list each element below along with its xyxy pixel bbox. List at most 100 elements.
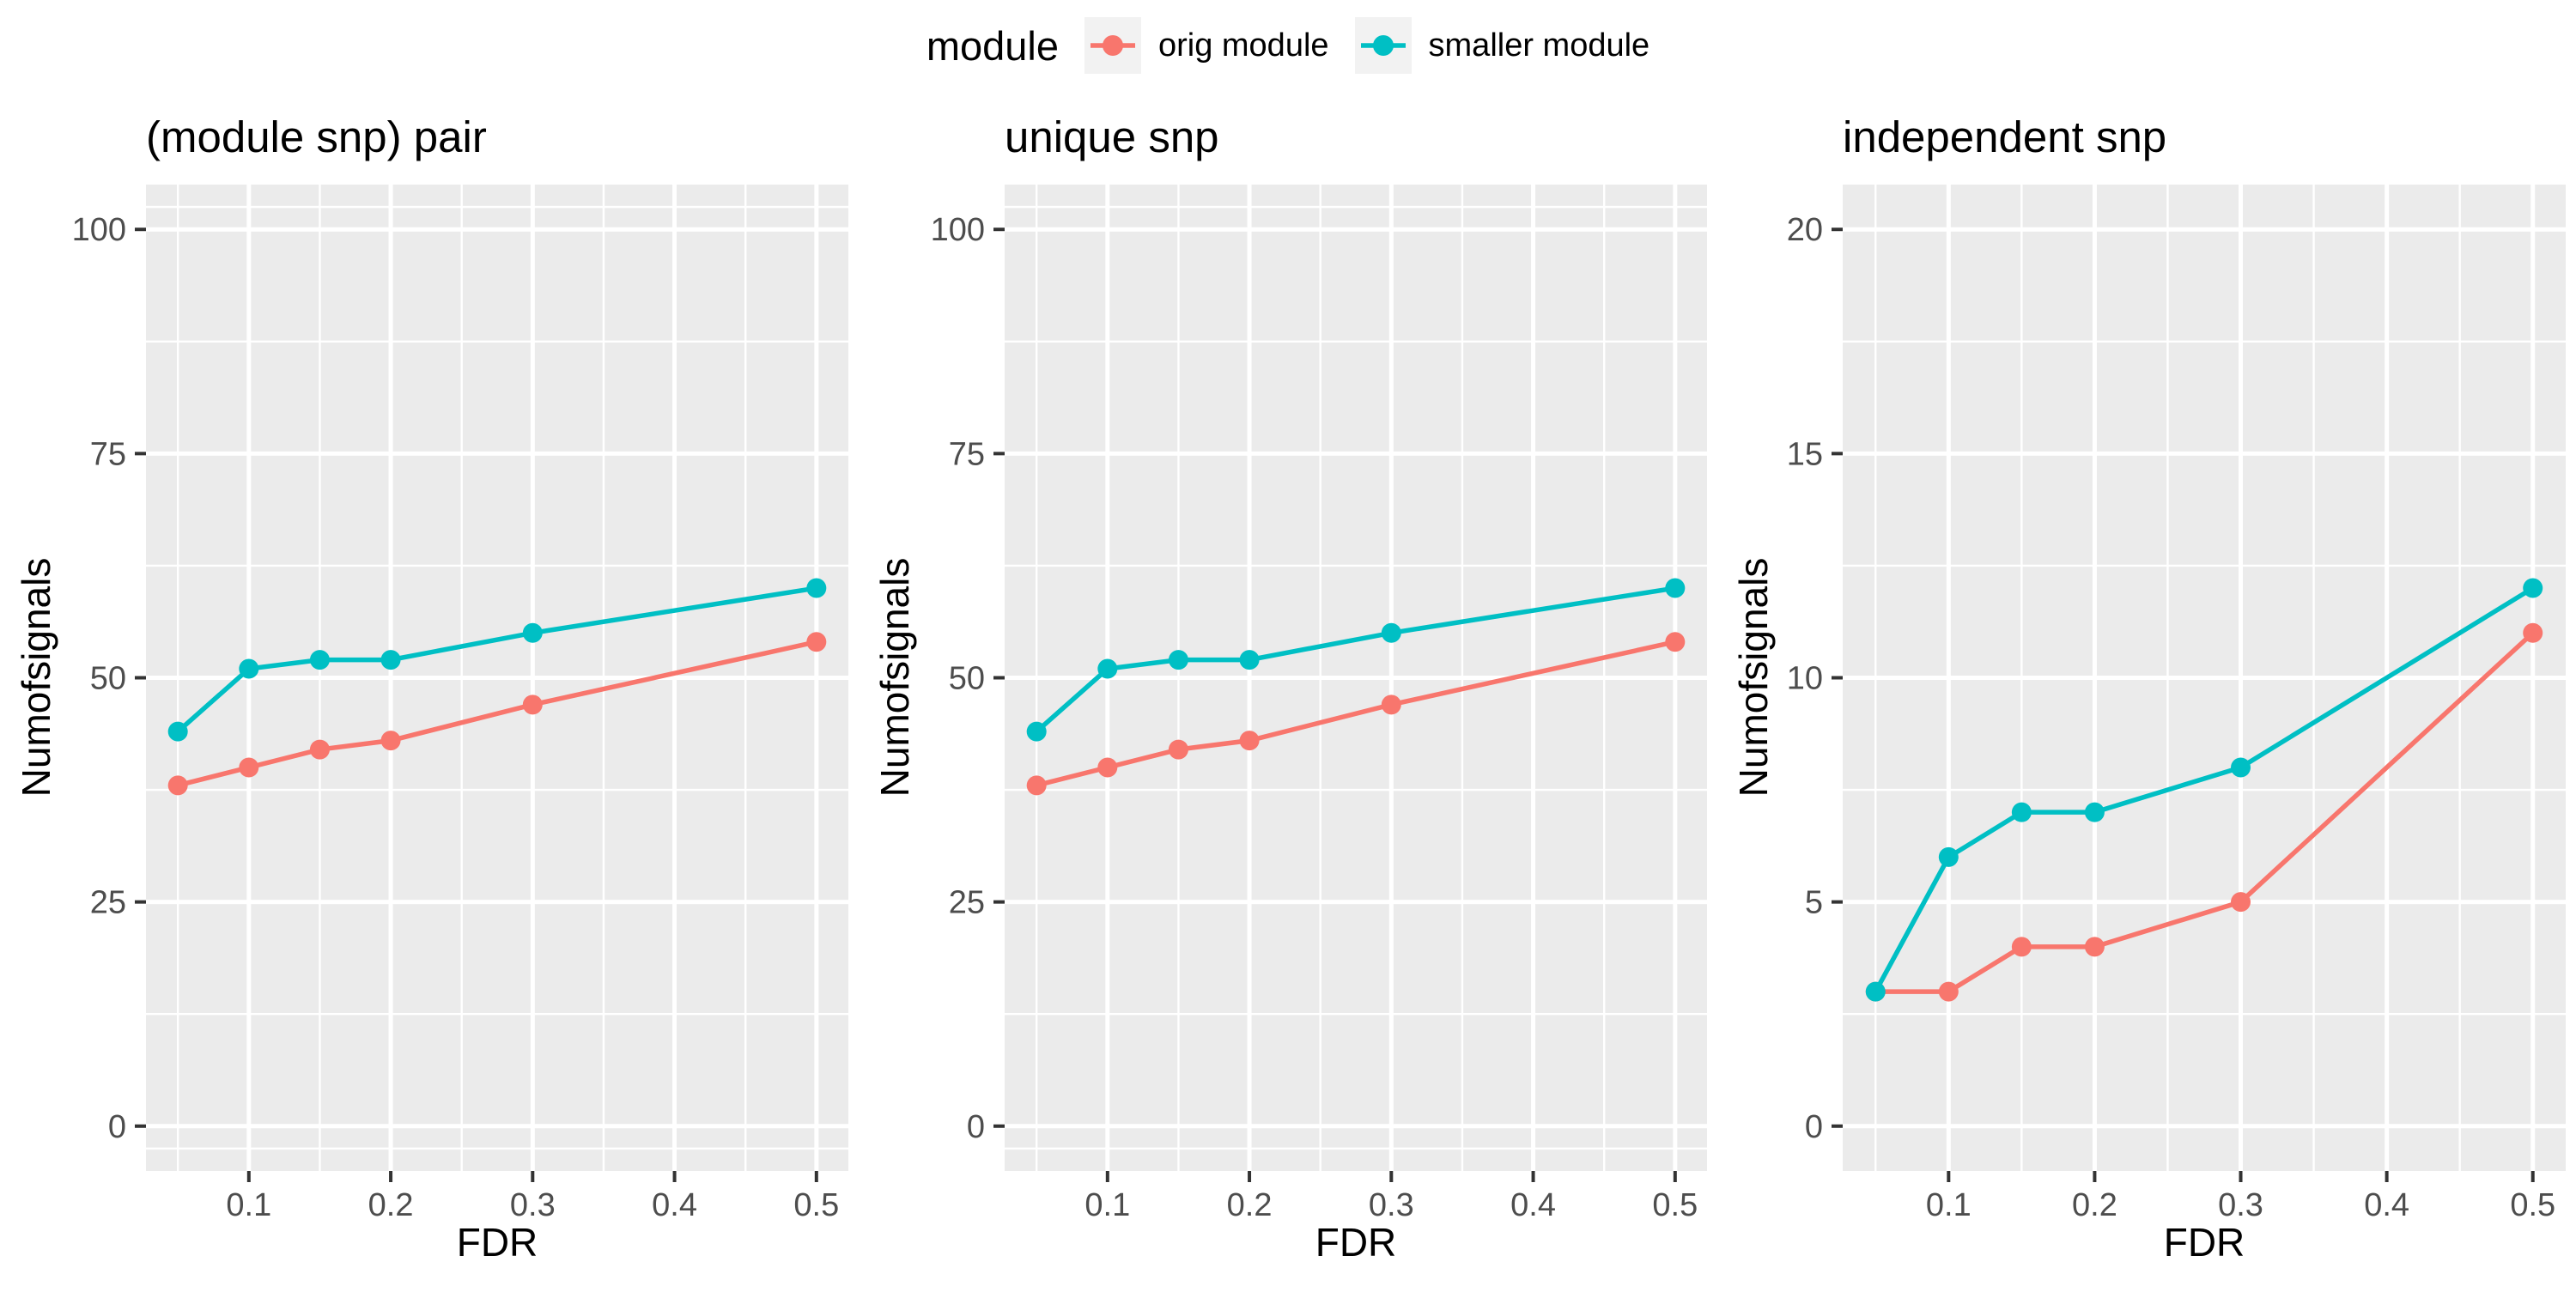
legend-title: module (926, 22, 1059, 69)
svg-text:0.3: 0.3 (510, 1187, 556, 1223)
data-point (806, 578, 827, 598)
data-point (380, 731, 401, 751)
svg-text:20: 20 (1787, 212, 1823, 248)
svg-text:0.5: 0.5 (1652, 1187, 1698, 1223)
data-point (1665, 632, 1686, 652)
data-point (2231, 892, 2251, 913)
svg-text:100: 100 (72, 212, 126, 248)
data-point (1381, 622, 1401, 643)
series-line (176, 585, 817, 734)
data-point (309, 650, 330, 670)
y-tick-labels: 0 5 10 15 20 (1787, 212, 1823, 1145)
facet-title: independent snp (1843, 112, 2167, 161)
svg-text:25: 25 (949, 885, 985, 921)
axis-tick-marks (135, 227, 818, 1182)
y-tick-labels: 0 25 50 75 100 (72, 212, 126, 1145)
legend-item-orig-module: orig module (1084, 17, 1329, 74)
data-point (1865, 981, 1886, 1002)
facet-plot-svg: 0.1 0.2 0.3 0.4 0.5 0 5 10 15 20 (1787, 185, 2566, 1223)
svg-text:100: 100 (931, 212, 985, 248)
svg-text:0.1: 0.1 (226, 1187, 271, 1223)
svg-text:10: 10 (1787, 661, 1823, 697)
plot-panel: 0.1 0.2 0.3 0.4 0.5 0 5 10 15 20 (1717, 0, 2576, 1292)
svg-text:50: 50 (90, 661, 126, 697)
data-point (2011, 802, 2032, 822)
data-point (1097, 658, 1118, 679)
series-orig-module (167, 632, 827, 796)
data-point (522, 622, 543, 643)
y-tick-labels: 0 25 50 75 100 (931, 212, 985, 1145)
facet-title: (module snp) pair (146, 112, 487, 161)
series-smaller-module (1026, 578, 1686, 742)
data-point (1381, 695, 1401, 715)
data-point (1938, 846, 1959, 867)
x-tick-labels: 0.1 0.2 0.3 0.4 0.5 (1084, 1187, 1698, 1223)
legend-label: orig module (1157, 27, 1329, 64)
svg-text:0: 0 (1805, 1109, 1823, 1145)
series-line (1035, 585, 1676, 734)
major-gridlines (1005, 185, 1707, 1171)
data-point (2523, 578, 2543, 598)
svg-text:0.1: 0.1 (1926, 1187, 1971, 1223)
legend-glyph (1360, 35, 1406, 56)
series-orig-module (1026, 632, 1686, 796)
line-point-key-icon (1084, 17, 1141, 74)
data-point (806, 632, 827, 652)
axis-tick-marks (1832, 227, 2535, 1182)
series-smaller-module (1865, 578, 2543, 1002)
facet-module-snp-pair: (module snp) pair Numofsignals 0.1 0.2 0.3… (0, 0, 859, 1288)
x-tick-labels: 0.1 0.2 0.3 0.4 0.5 (226, 1187, 839, 1223)
data-point (239, 757, 259, 778)
plot-panel: 0.1 0.2 0.3 0.4 0.5 0 25 50 75 100 (0, 0, 859, 1292)
data-point (2523, 622, 2543, 643)
line-point-key-icon (1354, 17, 1412, 74)
svg-text:50: 50 (949, 661, 985, 697)
x-tick-labels: 0.1 0.2 0.3 0.4 0.5 (1926, 1187, 2555, 1223)
data-point (1938, 981, 1959, 1002)
x-axis-title: FDR (1315, 1220, 1397, 1265)
series-line (1873, 585, 2535, 993)
data-point (1168, 739, 1188, 760)
data-point (1026, 721, 1047, 742)
data-point (167, 775, 188, 796)
svg-text:0.5: 0.5 (2510, 1187, 2555, 1223)
svg-text:0.2: 0.2 (368, 1187, 414, 1223)
svg-text:0.4: 0.4 (2364, 1187, 2409, 1223)
series-line (1036, 640, 1676, 788)
svg-text:0: 0 (108, 1109, 126, 1145)
svg-text:0.2: 0.2 (2072, 1187, 2117, 1223)
series-line (177, 640, 817, 788)
facet-plot-svg: 0.1 0.2 0.3 0.4 0.5 0 25 50 75 100 (931, 185, 1707, 1223)
svg-text:0.4: 0.4 (1510, 1187, 1556, 1223)
legend-glyph (1090, 35, 1135, 56)
data-point (1239, 731, 1260, 751)
svg-text:75: 75 (90, 436, 126, 472)
data-point (1168, 650, 1188, 670)
svg-text:0.3: 0.3 (2218, 1187, 2263, 1223)
svg-text:15: 15 (1787, 436, 1823, 472)
svg-text:0.3: 0.3 (1369, 1187, 1414, 1223)
facet-independent-snp: independent snp Numofsignals 0.1 0.2 0.3 0.… (1717, 0, 2576, 1288)
data-point (2231, 757, 2251, 778)
major-gridlines (1843, 185, 2566, 1171)
data-point (167, 721, 188, 742)
data-point (522, 695, 543, 715)
facet-unique-snp: unique snp Numofsignals 0.1 0.2 0.3 0.4 0.5 0… (859, 0, 1717, 1288)
plot-panel: 0.1 0.2 0.3 0.4 0.5 0 25 50 75 100 (859, 0, 1717, 1292)
svg-text:75: 75 (949, 436, 985, 472)
axis-tick-marks (993, 227, 1677, 1182)
facet-plot-svg: 0.1 0.2 0.3 0.4 0.5 0 25 50 75 100 (72, 185, 848, 1223)
data-point (1239, 650, 1260, 670)
svg-text:0.2: 0.2 (1227, 1187, 1273, 1223)
data-point (309, 739, 330, 760)
data-point (239, 658, 259, 679)
svg-text:5: 5 (1805, 885, 1823, 921)
legend-label: smaller module (1428, 27, 1650, 64)
x-axis-title: FDR (456, 1220, 538, 1265)
data-point (2011, 937, 2032, 957)
x-axis-title: FDR (2163, 1220, 2245, 1265)
series-line (1875, 631, 2535, 994)
svg-text:25: 25 (90, 885, 126, 921)
svg-text:0.5: 0.5 (793, 1187, 839, 1223)
data-point (2084, 802, 2105, 822)
